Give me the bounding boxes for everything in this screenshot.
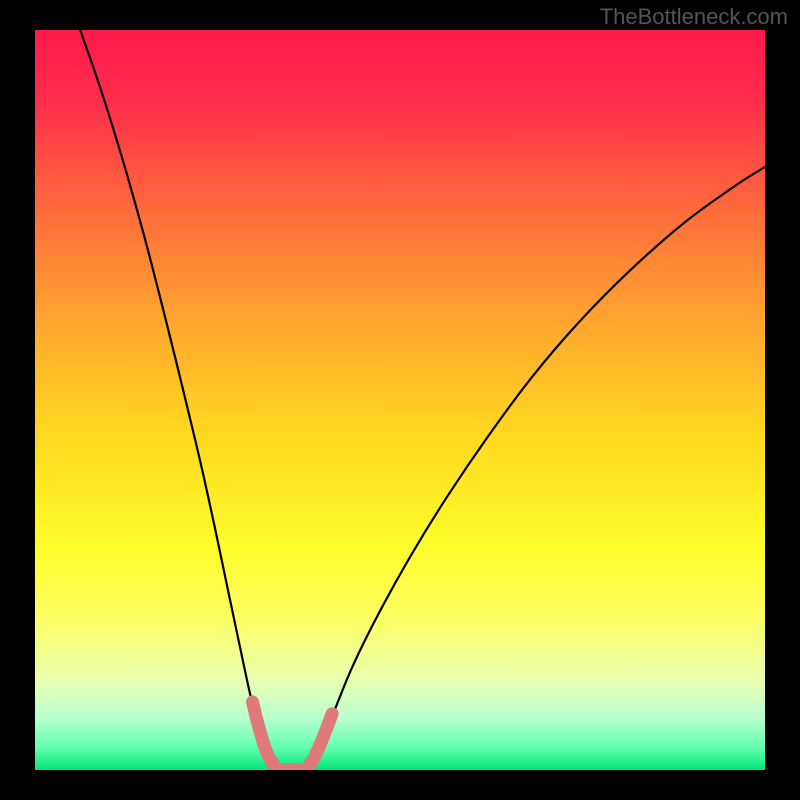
plot-area xyxy=(35,30,765,770)
bottleneck-chart xyxy=(35,30,765,770)
gradient-background xyxy=(35,30,765,770)
watermark-text: TheBottleneck.com xyxy=(600,4,788,30)
chart-container: TheBottleneck.com xyxy=(0,0,800,800)
